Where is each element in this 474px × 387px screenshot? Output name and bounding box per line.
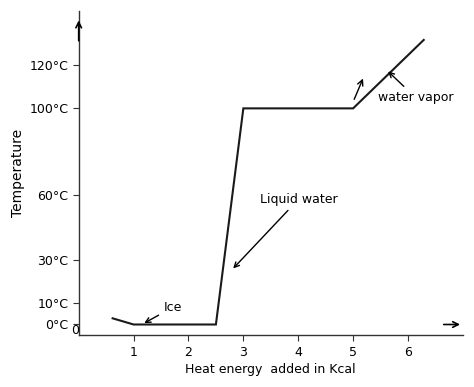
X-axis label: Heat energy  added in Kcal: Heat energy added in Kcal (185, 363, 356, 376)
Text: water vapor: water vapor (378, 72, 453, 104)
Y-axis label: Temperature: Temperature (11, 129, 25, 217)
Text: Liquid water: Liquid water (234, 193, 337, 267)
Text: Ice: Ice (146, 301, 182, 322)
Text: 0: 0 (71, 324, 79, 337)
